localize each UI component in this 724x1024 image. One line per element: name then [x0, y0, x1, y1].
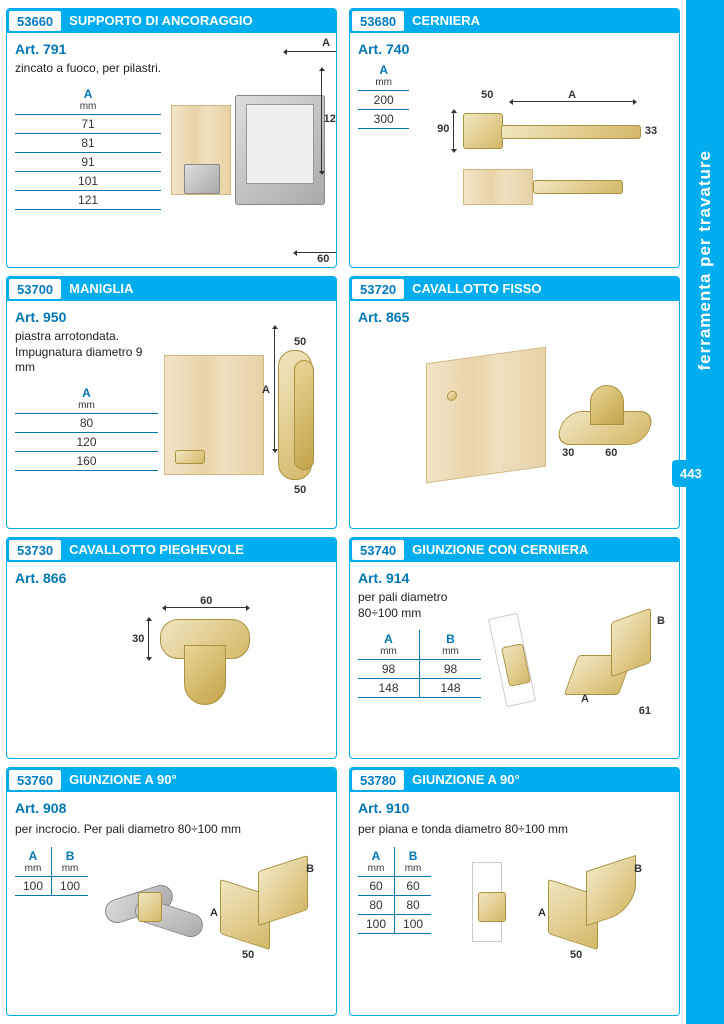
- catalog-page: 53660 SUPPORTO DI ANCORAGGIO Art. 791 zi…: [0, 0, 724, 1024]
- product-desc: per piana e tonda diametro 80÷100 mm: [358, 822, 671, 838]
- article-number: Art. 914: [358, 570, 481, 586]
- card-header: 53680 CERNIERA: [350, 9, 679, 33]
- cell: 98: [420, 659, 482, 678]
- size-table: Amm Bmm 6060 8080 100100: [358, 847, 431, 934]
- col-header: B: [446, 632, 455, 646]
- size-table: Amm Bmm 9898 148148: [358, 630, 481, 698]
- col-header: A: [384, 632, 393, 646]
- card-header: 53700 MANIGLIA: [7, 277, 336, 301]
- product-code: 53660: [9, 11, 61, 31]
- product-card-53740: 53740 GIUNZIONE CON CERNIERA Art. 914 pe…: [349, 537, 680, 759]
- product-title: GIUNZIONE A 90°: [406, 768, 526, 792]
- product-code: 53760: [9, 770, 61, 790]
- size-table: Amm Bmm 100100: [15, 847, 88, 896]
- cell: 91: [15, 152, 161, 171]
- product-title: GIUNZIONE A 90°: [63, 768, 183, 792]
- cell: 71: [15, 114, 161, 133]
- product-desc: piastra arrotondata. Impugnatura diametr…: [15, 329, 158, 376]
- product-title: GIUNZIONE CON CERNIERA: [406, 538, 594, 562]
- article-number: Art. 740: [358, 41, 409, 57]
- cell: 148: [358, 678, 420, 697]
- product-code: 53720: [352, 279, 404, 299]
- cell: 81: [15, 133, 161, 152]
- product-card-53730: 53730 CAVALLOTTO PIEGHEVOLE Art. 866 60 …: [6, 537, 337, 759]
- product-card-53700: 53700 MANIGLIA Art. 950 piastra arrotond…: [6, 276, 337, 529]
- cell: 80: [358, 896, 395, 915]
- cell: 200: [358, 91, 409, 110]
- cell: 60: [395, 877, 432, 896]
- cell: 120: [15, 432, 158, 451]
- product-code: 53680: [352, 11, 404, 31]
- product-title: SUPPORTO DI ANCORAGGIO: [63, 9, 258, 33]
- article-number: Art. 866: [15, 570, 66, 586]
- article-number: Art. 908: [15, 800, 328, 816]
- product-card-53720: 53720 CAVALLOTTO FISSO Art. 865 60 30: [349, 276, 680, 529]
- content-grid: 53660 SUPPORTO DI ANCORAGGIO Art. 791 zi…: [0, 0, 686, 1024]
- col-header: B: [66, 849, 75, 863]
- cell: 100: [15, 877, 52, 896]
- cell: 100: [52, 877, 89, 896]
- product-card-53660: 53660 SUPPORTO DI ANCORAGGIO Art. 791 zi…: [6, 8, 337, 268]
- card-header: 53760 GIUNZIONE A 90°: [7, 768, 336, 792]
- product-image: B A 61: [487, 570, 671, 750]
- section-label: ferramenta per travature: [695, 150, 715, 371]
- product-code: 53780: [352, 770, 404, 790]
- product-desc: per incrocio. Per pali diametro 80÷100 m…: [15, 822, 328, 838]
- col-header: A: [379, 63, 388, 77]
- product-title: CAVALLOTTO FISSO: [406, 277, 547, 301]
- col-header: A: [29, 849, 38, 863]
- product-desc: per pali diametro 80÷100 mm: [358, 590, 481, 621]
- product-image: A 50 90 33: [415, 41, 671, 259]
- product-title: CERNIERA: [406, 9, 486, 33]
- card-header: 53720 CAVALLOTTO FISSO: [350, 277, 679, 301]
- col-header: A: [82, 386, 91, 400]
- cell: 101: [15, 171, 161, 190]
- card-header: 53780 GIUNZIONE A 90°: [350, 768, 679, 792]
- article-number: Art. 865: [358, 309, 409, 325]
- col-header: B: [409, 849, 418, 863]
- cell: 148: [420, 678, 482, 697]
- cell: 80: [15, 413, 158, 432]
- product-card-53680: 53680 CERNIERA Art. 740 Amm 200 300: [349, 8, 680, 268]
- product-image: B A 50: [94, 847, 328, 957]
- product-image: A 125 60: [167, 41, 328, 259]
- size-table: Amm 200 300: [358, 61, 409, 129]
- product-card-53760: 53760 GIUNZIONE A 90° Art. 908 per incro…: [6, 767, 337, 1016]
- product-desc: zincato a fuoco, per pilastri.: [15, 61, 161, 77]
- article-number: Art. 791: [15, 41, 161, 57]
- size-table: Amm 71 81 91 101 121: [15, 85, 161, 210]
- article-number: Art. 910: [358, 800, 671, 816]
- section-sidebar: ferramenta per travature 443: [686, 0, 724, 1024]
- cell: 300: [358, 110, 409, 129]
- cell: 100: [358, 915, 395, 934]
- size-table: Amm 80 120 160: [15, 384, 158, 471]
- cell: 121: [15, 190, 161, 209]
- cell: 80: [395, 896, 432, 915]
- product-code: 53730: [9, 540, 61, 560]
- product-code: 53740: [352, 540, 404, 560]
- product-image: 60 30: [72, 570, 328, 750]
- card-header: 53740 GIUNZIONE CON CERNIERA: [350, 538, 679, 562]
- cell: 60: [358, 877, 395, 896]
- col-header: A: [84, 87, 93, 101]
- product-title: CAVALLOTTO PIEGHEVOLE: [63, 538, 250, 562]
- card-header: 53730 CAVALLOTTO PIEGHEVOLE: [7, 538, 336, 562]
- card-header: 53660 SUPPORTO DI ANCORAGGIO: [7, 9, 336, 33]
- col-header: A: [372, 849, 381, 863]
- product-code: 53700: [9, 279, 61, 299]
- cell: 100: [395, 915, 432, 934]
- article-number: Art. 950: [15, 309, 158, 325]
- product-title: MANIGLIA: [63, 277, 139, 301]
- page-number: 443: [672, 460, 710, 487]
- cell: 98: [358, 659, 420, 678]
- product-card-53780: 53780 GIUNZIONE A 90° Art. 910 per piana…: [349, 767, 680, 1016]
- product-image: 50 50 A: [164, 309, 328, 520]
- cell: 160: [15, 451, 158, 470]
- product-image: B A 50: [437, 847, 671, 957]
- product-image: 60 30: [415, 309, 671, 520]
